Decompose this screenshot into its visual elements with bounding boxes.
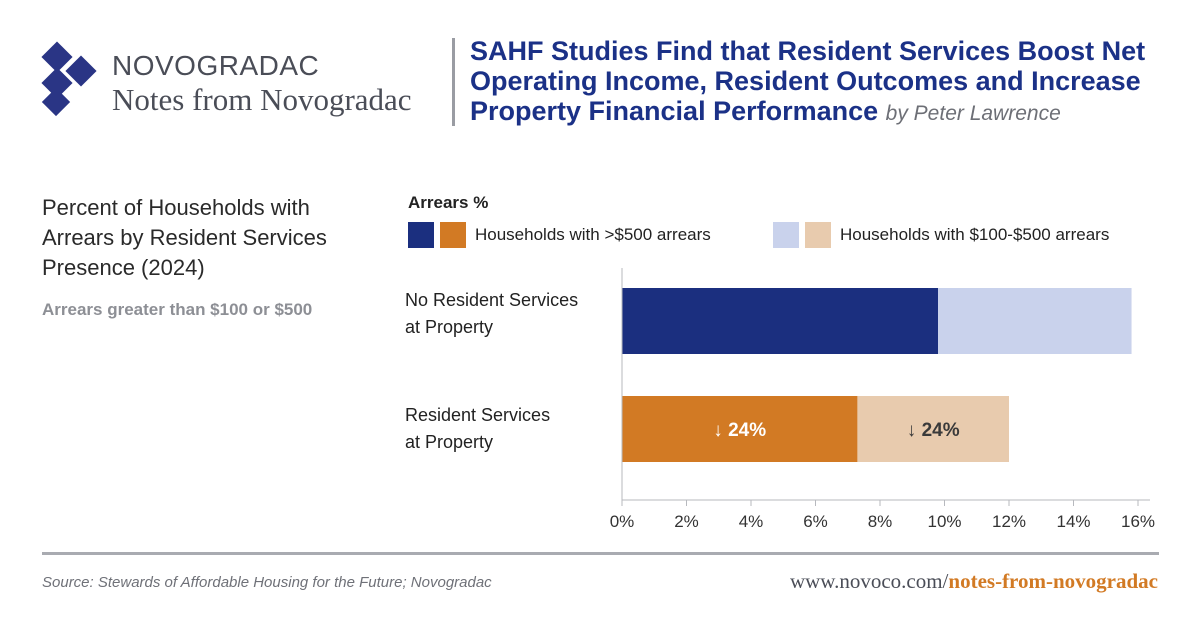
bar-segment-100-500 [938,288,1132,354]
legend-swatch-light-orange [805,222,831,248]
legend-swatch-light-blue [773,222,799,248]
bar-annotation-label: ↓ 24% [907,420,960,441]
legend-swatch-orange [440,222,466,248]
bar-segment-over-500 [622,288,939,354]
category-label-no-services: No Resident Services at Property [405,287,615,341]
bar-segment-100-500 [857,396,1009,462]
footer-url: www.novoco.com/notes-from-novogradac [790,569,1158,594]
category-label-line: at Property [405,317,494,337]
headline-text: SAHF Studies Find that Resident Services… [470,36,1146,126]
x-tick-label: 6% [803,512,828,531]
x-tick-label: 0% [610,512,635,531]
legend-item-over-500: Households with >$500 arrears [408,222,711,248]
x-tick-label: 10% [927,512,961,531]
headline: SAHF Studies Find that Resident Services… [470,36,1190,129]
x-tick-label: 8% [868,512,893,531]
legend-item-100-500: Households with $100-$500 arrears [773,222,1109,248]
x-tick-label: 2% [674,512,699,531]
bar-annotation-label: ↓ 24% [713,420,766,441]
footer-divider [42,552,1159,555]
x-tick-label: 12% [992,512,1026,531]
x-tick-label: 16% [1121,512,1155,531]
brand-name: NOVOGRADAC [112,50,320,81]
legend-title: Arrears % [408,193,489,212]
category-label-line: Resident Services [405,405,551,425]
url-prefix: www.novoco.com/ [789,569,949,593]
legend-swatch-dark-blue [408,222,434,248]
category-label-line: at Property [405,432,494,452]
x-tick-label: 4% [739,512,764,531]
brand-subtitle: Notes from Novogradac [112,82,412,117]
chart-title: Percent of Households with Arrears by Re… [42,195,327,280]
source-note: Source: Stewards of Affordable Housing f… [42,574,492,591]
chart-subtitle: Arrears greater than $100 or $500 [42,300,313,319]
url-suffix: notes-from-novogradac [948,569,1158,593]
byline: by Peter Lawrence [885,102,1061,125]
header-divider [452,38,455,126]
novogradac-logo [41,41,97,117]
category-label-line: No Resident Services [405,290,579,310]
category-label-services: Resident Services at Property [405,402,615,456]
x-tick-label: 14% [1056,512,1090,531]
legend-label-100-500: Households with $100-$500 arrears [840,225,1110,244]
legend-label-over-500: Households with >$500 arrears [475,225,711,244]
bar-segment-over-500 [622,396,858,462]
